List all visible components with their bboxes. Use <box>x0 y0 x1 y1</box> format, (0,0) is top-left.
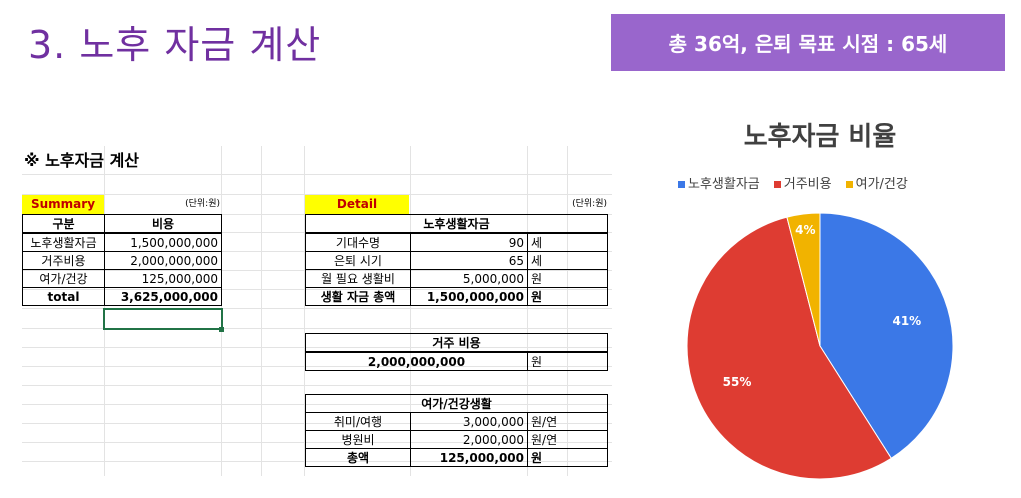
leisure-row-name: 총액 <box>305 448 411 467</box>
legend-swatch <box>845 181 853 188</box>
leisure-row-unit: 원 <box>527 448 608 467</box>
legend-item: 노후생활자금 <box>678 173 760 192</box>
living-row-value: 90 <box>410 233 528 252</box>
sheet-heading: ※ 노후자금 계산 <box>24 151 140 170</box>
living-row-value: 1,500,000,000 <box>410 287 528 306</box>
detail-unit: (단위:원) <box>572 199 607 209</box>
slice-data-label: 4% <box>795 223 815 237</box>
slice-leisure <box>786 212 821 347</box>
legend-item: 여가/건강 <box>845 173 908 192</box>
slice-data-label: 41% <box>892 314 921 328</box>
living-row-unit: 원 <box>527 287 608 306</box>
chart-legend: 노후생활자금 거주비용 여가/건강 <box>678 173 908 192</box>
summary-total-label: total <box>22 287 105 306</box>
leisure-row-unit: 원/연 <box>527 430 608 449</box>
slice-housing <box>686 216 892 480</box>
leisure-row-value: 2,000,000 <box>410 430 528 449</box>
living-row-unit: 원 <box>527 269 608 288</box>
living-row-value: 5,000,000 <box>410 269 528 288</box>
summary-row-name: 여가/건강 <box>22 269 105 288</box>
chart-title: 노후자금 비율 <box>743 122 897 152</box>
leisure-row-value: 3,000,000 <box>410 412 528 431</box>
legend-item: 거주비용 <box>773 173 832 192</box>
fill-handle[interactable] <box>219 327 224 332</box>
goal-banner: 총 36억, 은퇴 목표 시점 : 65세 <box>611 14 1005 71</box>
living-row-name: 월 필요 생활비 <box>305 269 411 288</box>
housing-header: 거주 비용 <box>305 333 608 352</box>
pie-chart: 41% 55% 4% <box>686 212 954 480</box>
slice-living <box>819 212 954 459</box>
leisure-row-name: 병원비 <box>305 430 411 449</box>
slice-data-label: 55% <box>723 375 752 389</box>
legend-swatch <box>773 181 781 188</box>
legend-swatch <box>678 181 685 188</box>
housing-unit: 원 <box>527 352 608 371</box>
living-row-value: 65 <box>410 251 528 270</box>
housing-value: 2,000,000,000 <box>305 352 528 371</box>
living-row-name: 기대수명 <box>305 233 411 252</box>
living-header: 노후생활자금 <box>305 214 608 233</box>
leisure-header: 여가/건강생활 <box>305 394 608 413</box>
legend-label: 거주비용 <box>783 177 832 192</box>
living-row-unit: 세 <box>527 233 608 252</box>
legend-label: 노후생활자금 <box>688 177 760 192</box>
summary-row-name: 거주비용 <box>22 251 105 270</box>
slide-title: 3. 노후 자금 계산 <box>28 23 322 67</box>
summary-row-value: 125,000,000 <box>104 269 222 288</box>
living-row-name: 은퇴 시기 <box>305 251 411 270</box>
summary-label: Summary <box>22 195 104 214</box>
summary-row-name: 노후생활자금 <box>22 233 105 252</box>
detail-label: Detail <box>305 195 409 214</box>
leisure-row-name: 취미/여행 <box>305 412 411 431</box>
selected-cell[interactable] <box>103 308 223 330</box>
summary-total-value: 3,625,000,000 <box>104 287 222 306</box>
living-row-unit: 세 <box>527 251 608 270</box>
summary-unit: (단위:원) <box>185 199 220 209</box>
legend-label: 여가/건강 <box>855 177 908 192</box>
leisure-row-value: 125,000,000 <box>410 448 528 467</box>
summary-row-value: 1,500,000,000 <box>104 233 222 252</box>
summary-col-category: 구분 <box>22 214 105 233</box>
summary-col-cost: 비용 <box>104 214 222 233</box>
leisure-row-unit: 원/연 <box>527 412 608 431</box>
summary-row-value: 2,000,000,000 <box>104 251 222 270</box>
living-row-name: 생활 자금 총액 <box>305 287 411 306</box>
spreadsheet: ※ 노후자금 계산 Summary (단위:원) 구분 비용 노후생활자금 1,… <box>22 146 612 476</box>
